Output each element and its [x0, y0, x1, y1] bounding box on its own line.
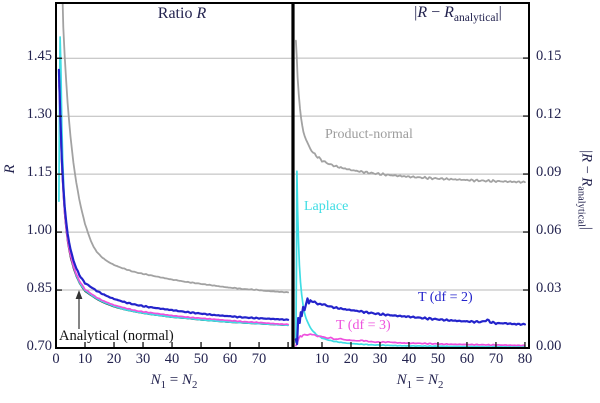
curve-label-laplace: Laplace	[304, 199, 349, 214]
x-tick-label: 20	[343, 351, 359, 367]
curve-product-normal-left	[61, 4, 289, 294]
x-tick-label: 30	[372, 351, 388, 367]
y-tick-label-right: 0.00	[536, 338, 562, 354]
x-tick-label: 0	[52, 351, 60, 367]
curves-right	[294, 39, 526, 348]
left-x-axis-label: N1 = N2	[150, 372, 198, 391]
x-tick-label: 70	[251, 351, 267, 367]
x-tick-label: 50	[430, 351, 446, 367]
x-tick-label: 10	[314, 351, 330, 367]
y-tick-label-left: 1.45	[26, 48, 52, 65]
x-tick-label: 20	[106, 351, 122, 367]
curve-laplace-left	[58, 36, 289, 327]
x-tick-label: 70	[488, 351, 504, 367]
y-tick-label-right: 0.09	[536, 164, 562, 181]
right-panel-title: |R − Ranalytical|	[414, 4, 502, 25]
left-panel-title: Ratio R	[157, 5, 207, 22]
curve-t-df-2-right	[294, 297, 526, 346]
x-tick-label: 40	[164, 351, 180, 367]
curve-product-normal-right	[295, 39, 526, 184]
x-tick-label: 10	[77, 351, 93, 367]
y-tick-label-right: 0.15	[536, 48, 562, 65]
y-tick-label-left: 0.70	[26, 338, 52, 354]
y-tick-label-right: 0.03	[536, 280, 562, 297]
curve-t-df-2-left	[57, 68, 290, 321]
y-tick-label-right: 0.12	[536, 106, 562, 123]
y-tick-label-left: 1.30	[26, 106, 52, 123]
x-tick-label: 30	[135, 351, 151, 367]
right-x-axis-label: N1 = N2	[396, 372, 444, 391]
x-tick-label: 60	[222, 351, 238, 367]
curve-label-t-df-3: T (df = 3)	[336, 318, 391, 333]
curves-left	[57, 4, 290, 327]
x-tick-label: 60	[459, 351, 475, 367]
y-tick-label-left: 1.00	[26, 222, 52, 239]
y-tick-label-left: 1.15	[26, 164, 52, 181]
x-tick-label: 80	[517, 351, 533, 367]
y-tick-label-left: 0.85	[26, 280, 52, 297]
curve-label-product-normal: Product-normal	[325, 127, 413, 142]
x-tick-label: 40	[401, 351, 417, 367]
x-tick-label: 50	[193, 351, 209, 367]
curve-t-df-3-left	[58, 78, 289, 326]
y-tick-label-right: 0.06	[536, 222, 562, 239]
annotation-arrowhead	[75, 290, 83, 299]
curve-label-t-df-2: T (df = 2)	[418, 290, 473, 305]
right-y-axis-label: |R − Ranalytical|	[575, 150, 595, 230]
curve-t-df-3-right	[295, 333, 526, 347]
annotation-analytical-normal: Analytical (normal)	[59, 328, 174, 344]
curve-laplace-right	[295, 170, 526, 348]
